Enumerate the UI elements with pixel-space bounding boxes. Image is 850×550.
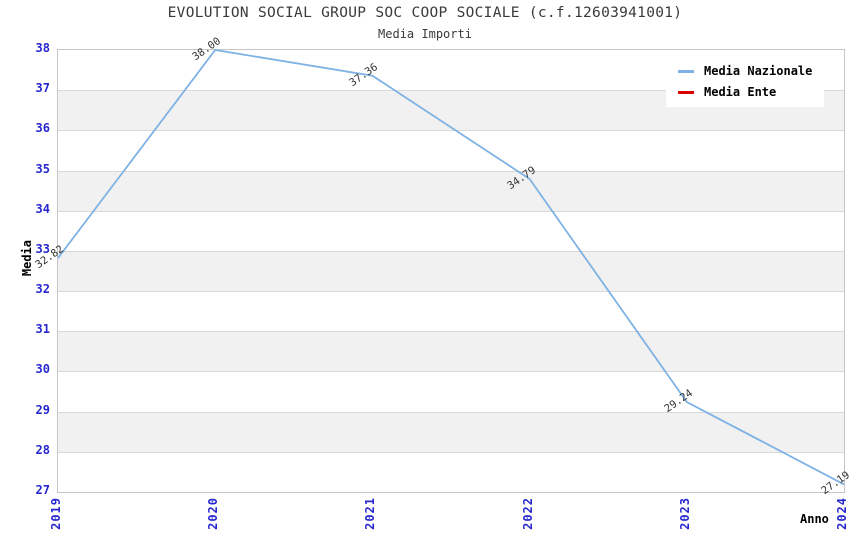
plot-band — [58, 170, 844, 211]
legend: Media Nazionale Media Ente — [666, 57, 824, 107]
y-tick-label: 35 — [35, 161, 50, 176]
legend-label: Media Nazionale — [704, 64, 813, 78]
legend-item-media-ente: Media Ente — [678, 85, 814, 99]
plot-band — [58, 130, 844, 171]
y-tick-label: 32 — [35, 282, 50, 297]
series-lines — [57, 49, 845, 486]
x-tick-label: 2021 — [363, 497, 378, 530]
plot-band — [58, 210, 844, 251]
y-tick-label: 36 — [35, 121, 50, 136]
gridline — [58, 170, 844, 172]
y-tick-label: 27 — [35, 483, 50, 497]
gridline — [58, 210, 844, 212]
gridline — [58, 90, 844, 92]
y-tick-label: 31 — [35, 322, 50, 337]
gridline — [58, 331, 844, 333]
y-tick-label: 28 — [35, 442, 50, 457]
red-line-swatch-icon — [678, 90, 694, 94]
gridline — [58, 371, 844, 373]
plot-band — [58, 331, 844, 372]
x-tick-label: 2024 — [835, 497, 849, 530]
gridline — [58, 291, 844, 293]
x-tick-label: 2020 — [206, 497, 221, 530]
legend-item-media-nazionale: Media Nazionale — [678, 64, 814, 78]
y-tick-label: 33 — [35, 241, 50, 256]
plot-band — [58, 291, 844, 332]
plot-band — [58, 411, 844, 452]
gridline — [58, 411, 844, 413]
y-tick-label: 37 — [35, 81, 50, 96]
y-tick-label: 30 — [35, 362, 50, 377]
plot-area: 32.82 38.00 37.36 34.79 29.24 27.19 — [33, 35, 850, 497]
y-tick-label: 34 — [35, 201, 50, 216]
plot-band — [58, 250, 844, 292]
x-axis-label: Anno — [800, 512, 829, 526]
gridline — [58, 130, 844, 132]
gridline — [58, 250, 844, 252]
series-line-media-nazionale — [57, 49, 845, 486]
plot-band — [58, 451, 844, 492]
y-tick-label: 38 — [35, 41, 50, 55]
blue-line-swatch-icon — [678, 69, 694, 73]
gridline — [58, 451, 844, 453]
plot-band — [58, 371, 844, 412]
y-tick-label: 29 — [35, 402, 50, 417]
chart-title: EVOLUTION SOCIAL GROUP SOC COOP SOCIALE … — [167, 5, 683, 21]
x-tick-label: 2022 — [520, 497, 535, 530]
x-tick-label: 2023 — [677, 497, 692, 530]
legend-label: Media Ente — [704, 85, 777, 99]
x-tick-label: 2019 — [49, 497, 63, 530]
chart-subtitle: Media Importi — [378, 27, 472, 41]
